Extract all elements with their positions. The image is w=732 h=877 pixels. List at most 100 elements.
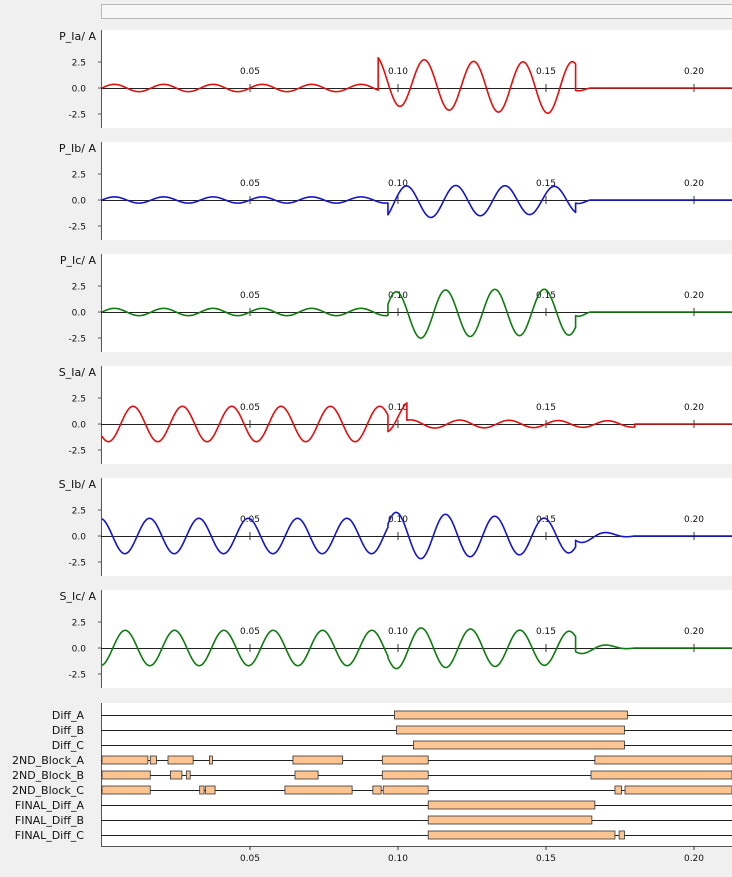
panel-1-y-tick-label: -2.5	[68, 111, 86, 121]
panel-5-x-tick-label: 0.20	[684, 515, 704, 525]
panel-4-plot-area	[101, 366, 732, 464]
panel-1-x-tick-label: 0.10	[388, 67, 408, 77]
digital-bar-1-1[interactable]	[394, 710, 628, 720]
panel-6-plot-area	[101, 590, 732, 688]
panel-1-y-tick-label: 0.0	[72, 85, 87, 95]
digital-row-label-6: 2ND_Block_C	[12, 784, 84, 797]
panel-3-x-tick-label: 0.05	[240, 291, 260, 301]
panel-4-y-tick-label: 0.0	[72, 421, 87, 431]
panel-5-y-tick-label: 2.5	[72, 507, 86, 517]
panel-1-trace[interactable]	[101, 56, 732, 115]
panel-1-label: P_Ia/ A	[59, 30, 96, 43]
time-axis-tick-label: 0.20	[684, 854, 704, 864]
panel-3-y-tick-label: 2.5	[72, 283, 86, 293]
panel-1-plot-area	[101, 30, 732, 128]
panel-6-trace[interactable]	[101, 627, 732, 670]
digital-bar-5-1[interactable]	[101, 770, 151, 780]
digital-bar-4-3[interactable]	[167, 755, 194, 765]
panel-2-x-tick-label: 0.05	[240, 179, 260, 189]
digital-bar-6-5[interactable]	[372, 785, 382, 795]
digital-bar-3-1[interactable]	[412, 740, 625, 750]
panel-3-label: P_Ic/ A	[60, 254, 97, 267]
digital-bar-5-4[interactable]	[294, 770, 319, 780]
panel-5-y-tick-label: 0.0	[72, 533, 87, 543]
panel-3-y-tick-label: 0.0	[72, 309, 87, 319]
panel-5-y-tick-label: -2.5	[68, 559, 86, 569]
panel-2-x-tick-label: 0.10	[388, 179, 408, 189]
top-toolbar-strip[interactable]	[101, 4, 732, 19]
panel-5-x-tick-label: 0.10	[388, 515, 408, 525]
panel-1-x-tick-label: 0.05	[240, 67, 260, 77]
digital-bar-9-2[interactable]	[618, 830, 625, 840]
panel-5-label: S_Ib/ A	[59, 478, 97, 491]
time-axis-tick-label: 0.10	[388, 854, 408, 864]
digital-bar-4-7[interactable]	[594, 755, 732, 765]
panel-4-trace[interactable]	[101, 402, 732, 443]
panel-6-x-tick-label: 0.15	[536, 627, 556, 637]
digital-bar-6-7[interactable]	[614, 785, 622, 795]
panel-3-y-tick-label: -2.5	[68, 335, 86, 345]
digital-bar-5-5[interactable]	[381, 770, 429, 780]
digital-row-label-1: Diff_A	[52, 709, 85, 722]
panel-2-y-tick-label: 0.0	[72, 197, 87, 207]
digital-bar-6-2[interactable]	[199, 785, 205, 795]
panel-3-x-tick-label: 0.15	[536, 291, 556, 301]
panel-1-y-tick-label: 2.5	[72, 59, 86, 69]
digital-bar-6-1[interactable]	[101, 785, 151, 795]
time-axis-tick-label: 0.05	[240, 854, 260, 864]
panel-4-x-tick-label: 0.20	[684, 403, 704, 413]
digital-bar-7-1[interactable]	[427, 800, 596, 810]
digital-bar-5-6[interactable]	[590, 770, 732, 780]
panel-2-plot-area	[101, 142, 732, 240]
digital-bar-4-2[interactable]	[149, 755, 157, 765]
panel-6-label: S_Ic/ A	[59, 590, 96, 603]
digital-row-label-3: Diff_C	[52, 739, 85, 752]
panel-6-x-tick-label: 0.10	[388, 627, 408, 637]
panel-2-y-tick-label: 2.5	[72, 171, 86, 181]
digital-bar-6-3[interactable]	[205, 785, 216, 795]
panel-3-x-tick-label: 0.10	[388, 291, 408, 301]
digital-bar-4-1[interactable]	[101, 755, 149, 765]
digital-row-label-5: 2ND_Block_B	[12, 769, 84, 782]
digital-row-label-7: FINAL_Diff_A	[15, 799, 85, 812]
panel-6-y-tick-label: 0.0	[72, 645, 87, 655]
panel-1-x-tick-label: 0.20	[684, 67, 704, 77]
panel-2-label: P_Ib/ A	[59, 142, 97, 155]
panel-4-y-tick-label: 2.5	[72, 395, 86, 405]
digital-row-label-9: FINAL_Diff_C	[15, 829, 85, 842]
panel-3-plot-area	[101, 254, 732, 352]
panel-2-trace[interactable]	[101, 184, 732, 219]
panel-5-x-tick-label: 0.05	[240, 515, 260, 525]
digital-row-label-4: 2ND_Block_A	[12, 754, 84, 767]
panel-1-x-tick-label: 0.15	[536, 67, 556, 77]
digital-bar-8-1[interactable]	[427, 815, 593, 825]
panel-4-y-tick-label: -2.5	[68, 447, 86, 457]
panel-4-x-tick-label: 0.05	[240, 403, 260, 413]
panel-5-x-tick-label: 0.15	[536, 515, 556, 525]
panel-4-label: S_Ia/ A	[59, 366, 97, 379]
digital-bar-9-1[interactable]	[427, 830, 616, 840]
digital-bar-4-5[interactable]	[292, 755, 344, 765]
digital-bar-5-2[interactable]	[169, 770, 183, 780]
panel-3-x-tick-label: 0.20	[684, 291, 704, 301]
panel-3-trace[interactable]	[101, 288, 732, 339]
digital-bar-4-4[interactable]	[209, 755, 213, 765]
panel-6-y-tick-label: 2.5	[72, 619, 86, 629]
digital-row-label-2: Diff_B	[52, 724, 84, 737]
panel-4-x-tick-label: 0.15	[536, 403, 556, 413]
panel-6-x-tick-label: 0.20	[684, 627, 704, 637]
panel-5-trace[interactable]	[101, 511, 732, 560]
panel-2-y-tick-label: -2.5	[68, 223, 86, 233]
digital-bar-6-4[interactable]	[284, 785, 353, 795]
time-axis-tick-label: 0.15	[536, 854, 556, 864]
panel-6-x-tick-label: 0.05	[240, 627, 260, 637]
panel-5-plot-area	[101, 478, 732, 576]
panel-4-x-tick-label: 0.10	[388, 403, 408, 413]
digital-bar-2-1[interactable]	[396, 725, 625, 735]
digital-bar-5-3[interactable]	[185, 770, 191, 780]
digital-bar-6-8[interactable]	[624, 785, 732, 795]
panel-6-y-tick-label: -2.5	[68, 671, 86, 681]
digital-bar-4-6[interactable]	[381, 755, 429, 765]
digital-bar-6-6[interactable]	[382, 785, 429, 795]
